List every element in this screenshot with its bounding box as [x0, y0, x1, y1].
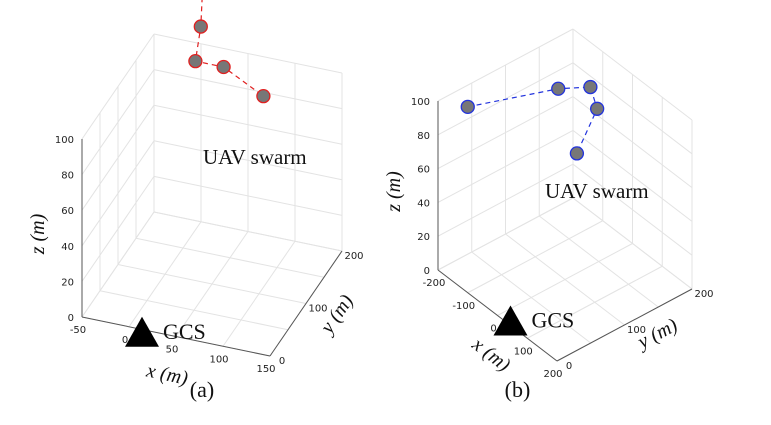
x-tick-label: -100 — [452, 301, 475, 312]
grid-line — [538, 215, 659, 308]
z-tick-label: 20 — [417, 232, 430, 243]
grid-line — [117, 264, 307, 304]
z-tick-label: 100 — [55, 135, 74, 146]
panel-1 — [437, 28, 693, 362]
x-tick-label: 0 — [122, 335, 128, 346]
series-line — [467, 86, 598, 154]
z-tick-label: 60 — [417, 165, 430, 176]
uav-marker — [460, 99, 475, 114]
z-tick-label: 60 — [61, 206, 74, 217]
z-tick-label: 40 — [417, 198, 430, 209]
y-tick-label: 200 — [694, 289, 713, 300]
panel-label: (a) — [190, 377, 214, 402]
uav-marker — [188, 54, 203, 69]
grid-line — [527, 265, 663, 339]
x-axis-label: x (m) — [144, 359, 191, 389]
z-tick-label: 20 — [61, 277, 74, 288]
x-tick-label: -50 — [70, 325, 86, 336]
uav-marker — [193, 19, 208, 34]
y-axis-label: y (m) — [315, 290, 358, 339]
z-tick-label: 80 — [61, 171, 74, 182]
x-tick-label: 100 — [514, 346, 533, 357]
x-tick-label: 200 — [543, 369, 562, 380]
x-tick-label: -200 — [423, 278, 446, 289]
y-tick-label: 100 — [627, 325, 646, 336]
series-line — [194, 0, 264, 97]
x-axis-label: x (m) — [467, 333, 515, 377]
y-tick-label: 200 — [344, 251, 363, 262]
gcs-label: GCS — [163, 319, 206, 344]
z-tick-label: 40 — [61, 242, 74, 253]
gcs-triangle-icon — [125, 316, 159, 347]
uav-marker — [256, 89, 271, 104]
grid-line — [222, 240, 296, 347]
grid-line — [153, 211, 343, 252]
x-axis-line — [81, 316, 271, 357]
x-tick-label: 50 — [166, 345, 179, 356]
gcs-triangle-icon — [493, 305, 528, 336]
uav-marker — [551, 81, 566, 96]
x-tick-label: 0 — [490, 324, 496, 335]
y-tick-label: 100 — [308, 304, 327, 315]
panel-0 — [81, 0, 343, 357]
swarm-label: UAV swarm — [545, 179, 649, 203]
uav-marker — [216, 59, 231, 75]
gcs-label: GCS — [532, 308, 575, 333]
grid-line — [505, 233, 625, 326]
panel-label: (b) — [505, 377, 531, 402]
swarm-label: UAV swarm — [203, 145, 307, 169]
grid-line — [135, 237, 325, 278]
z-tick-label: 0 — [68, 313, 74, 324]
uav-marker — [569, 146, 585, 161]
z-tick-label: 80 — [417, 131, 430, 142]
x-axis-line — [437, 269, 558, 362]
uav-marker — [590, 101, 605, 116]
z-axis-label: z (m) — [27, 213, 49, 255]
uav-marker — [583, 79, 598, 95]
y-axis-line — [269, 250, 343, 357]
y-axis-line — [556, 288, 693, 362]
y-axis-label: y (m) — [632, 314, 681, 354]
z-axis-label: z (m) — [383, 171, 405, 213]
z-tick-label: 100 — [411, 97, 430, 108]
y-tick-label: 0 — [279, 356, 285, 367]
x-tick-label: 100 — [209, 354, 228, 365]
x-tick-label: 150 — [256, 364, 275, 375]
y-tick-label: 0 — [566, 361, 572, 372]
grid-line — [572, 197, 693, 290]
z-tick-label: 0 — [424, 266, 430, 277]
